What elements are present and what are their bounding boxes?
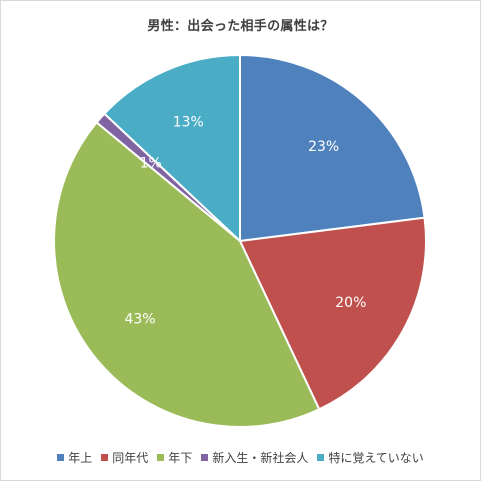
legend-swatch-2: [101, 454, 109, 461]
legend-label-3: 年下: [168, 451, 193, 465]
legend-swatch-1: [57, 454, 65, 461]
legend-item-3: 年下: [157, 449, 192, 466]
pie-slice-1: [239, 53, 426, 243]
pie-slice-5: [102, 53, 241, 244]
legend-label-4: 新入生・新社会人: [212, 451, 309, 465]
legend-item-5: 特に覚えていない: [317, 449, 424, 466]
legend-label-5: 特に覚えていない: [328, 451, 424, 465]
legend-label-2: 同年代: [112, 451, 149, 465]
data-label-5: 13%: [173, 115, 204, 131]
legend-swatch-4: [201, 454, 209, 461]
pie-slice-3: [53, 121, 321, 428]
legend-item-4: 新入生・新社会人: [201, 449, 308, 466]
data-label-4: 1%: [140, 155, 162, 171]
data-label-1: 23%: [308, 139, 339, 155]
legend: 年上 同年代 年下 新入生・新社会人 特に覚えていない: [0, 449, 481, 466]
pie-slice-2: [238, 216, 427, 411]
legend-swatch-5: [317, 454, 325, 461]
chart-title: 男性：出会った相手の属性は？: [147, 19, 334, 34]
legend-swatch-3: [157, 454, 165, 461]
data-label-3: 43%: [124, 312, 155, 328]
legend-item-1: 年上: [57, 449, 92, 466]
legend-label-1: 年上: [68, 451, 93, 465]
data-label-2: 20%: [335, 295, 366, 311]
legend-item-2: 同年代: [101, 449, 148, 466]
